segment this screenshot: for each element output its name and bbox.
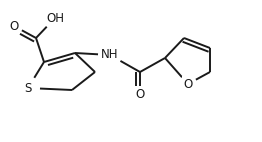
Text: OH: OH (46, 12, 64, 25)
Text: NH: NH (101, 49, 119, 61)
Text: O: O (9, 19, 19, 33)
Text: S: S (24, 82, 32, 94)
Text: O: O (135, 88, 145, 102)
Text: O: O (183, 78, 193, 90)
